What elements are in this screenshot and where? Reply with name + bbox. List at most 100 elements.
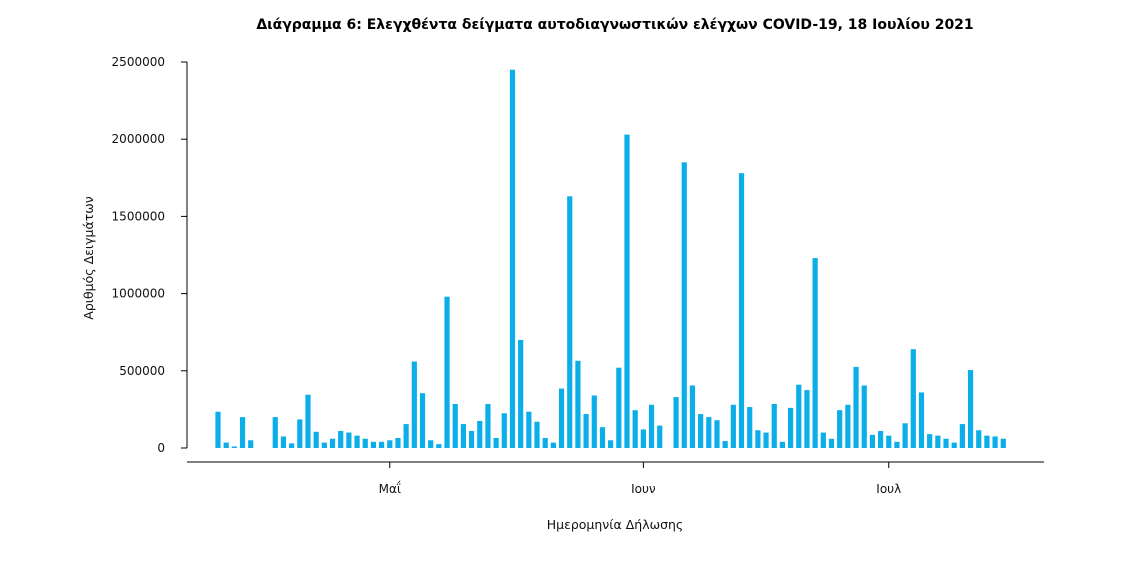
x-tick-label: Μαΐ — [379, 481, 401, 496]
y-axis-title: Αριθμός Δειγμάτων — [81, 196, 96, 319]
bar — [239, 417, 246, 448]
bar — [518, 339, 524, 448]
y-tick-label: 1000000 — [112, 287, 165, 301]
bar — [215, 411, 221, 448]
bar — [280, 436, 287, 448]
bar — [591, 395, 597, 448]
bar — [902, 423, 908, 448]
bar — [747, 407, 753, 448]
bar — [534, 421, 540, 448]
bar — [714, 420, 720, 448]
bar — [681, 162, 687, 449]
y-tick-label: 1500000 — [112, 209, 165, 223]
bar — [616, 367, 622, 448]
bar — [305, 394, 311, 448]
bar — [297, 419, 303, 448]
bar — [346, 432, 352, 448]
bar — [501, 413, 507, 448]
bar — [845, 404, 851, 448]
bar — [869, 434, 875, 448]
bar — [689, 385, 696, 448]
bar — [927, 434, 933, 448]
bar — [419, 393, 426, 448]
bar — [632, 410, 638, 448]
bar — [583, 414, 589, 448]
bar — [730, 404, 736, 448]
bar — [722, 441, 728, 448]
bar — [673, 397, 679, 448]
y-tick-label: 500000 — [119, 364, 165, 378]
x-axis-title: Ημερομηνία Δήλωσης — [547, 517, 684, 532]
bar — [706, 417, 712, 448]
bar — [329, 438, 336, 448]
bar — [338, 431, 344, 448]
y-tick-label: 0 — [157, 441, 165, 455]
bar — [370, 441, 377, 448]
bar — [379, 441, 385, 448]
bar — [812, 258, 818, 448]
y-tick-label: 2000000 — [112, 132, 165, 146]
bar — [444, 296, 450, 448]
bar — [542, 437, 548, 448]
bar — [959, 424, 965, 448]
bar — [877, 431, 884, 448]
bars-group — [215, 69, 1006, 449]
bar — [321, 442, 327, 448]
bar — [395, 437, 401, 448]
bar — [460, 424, 466, 448]
chart-title: Διάγραμμα 6: Ελεγχθέντα δείγματα αυτοδια… — [256, 17, 974, 33]
bar — [468, 431, 475, 448]
bar — [550, 442, 556, 448]
bar — [804, 390, 810, 448]
bar — [853, 366, 859, 448]
bar — [763, 432, 769, 448]
bar — [828, 438, 835, 448]
y-ticks: 0 500000 1000000 1500000 2000000 2500000 — [112, 55, 187, 455]
bar — [640, 429, 646, 448]
bar — [558, 388, 565, 448]
bar — [894, 441, 900, 448]
y-tick-label: 2500000 — [112, 55, 165, 69]
bar — [624, 134, 630, 448]
bar — [223, 442, 229, 448]
bar — [992, 436, 998, 448]
bar — [313, 431, 319, 448]
bar — [886, 435, 892, 448]
bar — [411, 361, 417, 448]
bar — [1000, 438, 1006, 448]
bar — [231, 446, 237, 448]
bar — [362, 438, 368, 448]
bar — [354, 435, 360, 448]
bar — [738, 173, 745, 449]
bar — [248, 440, 254, 448]
bar — [976, 430, 982, 448]
bar — [403, 424, 409, 448]
bar — [943, 438, 949, 448]
bar — [428, 440, 434, 448]
bar — [657, 425, 663, 448]
bar — [526, 411, 532, 448]
bar — [477, 420, 483, 448]
bar — [698, 414, 704, 448]
bar — [861, 385, 867, 448]
bar — [918, 392, 925, 448]
bar — [967, 370, 974, 448]
bar — [567, 196, 573, 448]
bar — [485, 404, 491, 448]
x-ticks: Μαΐ Ιουν Ιουλ — [379, 462, 901, 496]
bar — [771, 404, 777, 448]
bar — [755, 430, 761, 448]
bar — [575, 360, 581, 448]
bar — [289, 443, 295, 448]
bar — [910, 349, 916, 448]
bar — [509, 69, 516, 448]
bar — [272, 417, 278, 448]
x-tick-label: Ιουλ — [876, 482, 901, 496]
bar — [452, 404, 458, 448]
bar — [788, 407, 794, 448]
bar — [599, 427, 606, 448]
bar — [984, 435, 990, 448]
bar — [436, 444, 442, 448]
bar — [779, 441, 786, 448]
